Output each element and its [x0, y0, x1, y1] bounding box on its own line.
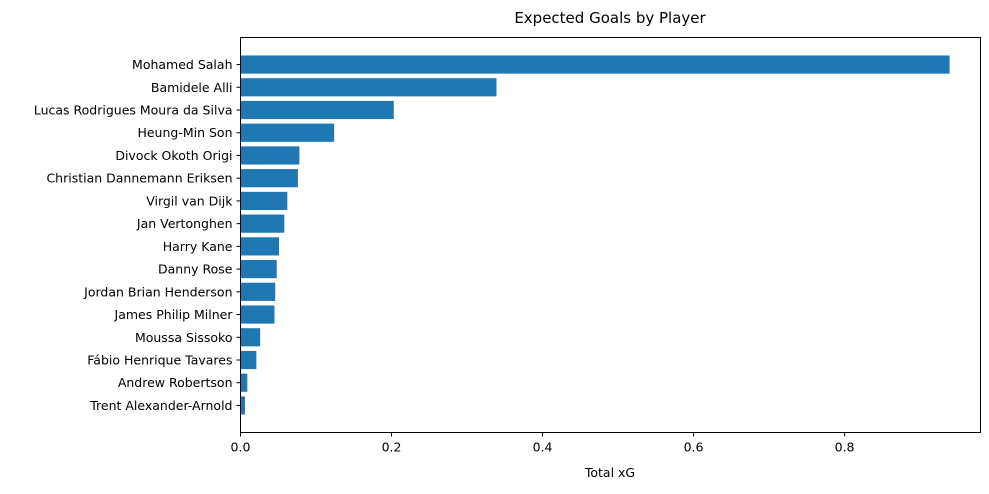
- x-tick-label: 0.2: [382, 440, 402, 455]
- x-tick-label: 0.8: [835, 440, 855, 455]
- bar: [240, 237, 280, 256]
- bar: [240, 373, 248, 392]
- y-tick-label: Heung-Min Son: [137, 125, 232, 140]
- y-tick-label: Bamidele Alli: [151, 80, 233, 95]
- plot-frame: [240, 37, 981, 433]
- x-tick-label: 0.6: [684, 440, 704, 455]
- bar: [240, 350, 257, 370]
- y-tick-label: Fábio Henrique Tavares: [87, 353, 232, 368]
- x-axis-label: Total xG: [584, 465, 635, 480]
- y-tick-label: Danny Rose: [158, 262, 233, 277]
- bar: [240, 305, 275, 324]
- y-axis-ticks: Mohamed Salah Bamidele Alli Lucas Rodrigue…: [34, 57, 241, 413]
- bar: [240, 123, 335, 142]
- y-tick-label: Divock Okoth Origi: [115, 148, 232, 163]
- x-tick-label: 0.0: [231, 440, 251, 455]
- bar: [240, 55, 950, 74]
- bars-group: [240, 55, 950, 415]
- bar: [240, 214, 285, 233]
- bar: [240, 78, 497, 97]
- bar: [240, 191, 288, 210]
- y-tick-label: Jordan Brian Henderson: [83, 284, 232, 299]
- y-tick-label: James Philip Milner: [114, 307, 234, 322]
- bar: [240, 100, 394, 120]
- y-tick-label: Trent Alexander-Arnold: [89, 398, 232, 413]
- bar: [240, 146, 300, 165]
- y-tick-label: Harry Kane: [163, 239, 233, 254]
- bar: [240, 260, 277, 279]
- y-tick-label: Christian Dannemann Eriksen: [46, 171, 232, 186]
- x-axis-ticks: 0.0 0.2 0.4 0.6 0.8: [231, 432, 855, 455]
- x-tick-label: 0.4: [533, 440, 553, 455]
- chart-title: Expected Goals by Player: [514, 9, 706, 27]
- bar: [240, 328, 261, 347]
- y-tick-label: Jan Vertonghen: [136, 216, 233, 231]
- y-tick-label: Virgil van Dijk: [146, 193, 233, 208]
- bar: [240, 396, 246, 415]
- y-tick-label: Andrew Robertson: [118, 375, 233, 390]
- y-tick-label: Moussa Sissoko: [135, 330, 233, 345]
- bar: [240, 282, 276, 301]
- bar: [240, 169, 298, 188]
- y-tick-label: Mohamed Salah: [132, 57, 232, 72]
- y-tick-label: Lucas Rodrigues Moura da Silva: [34, 103, 233, 118]
